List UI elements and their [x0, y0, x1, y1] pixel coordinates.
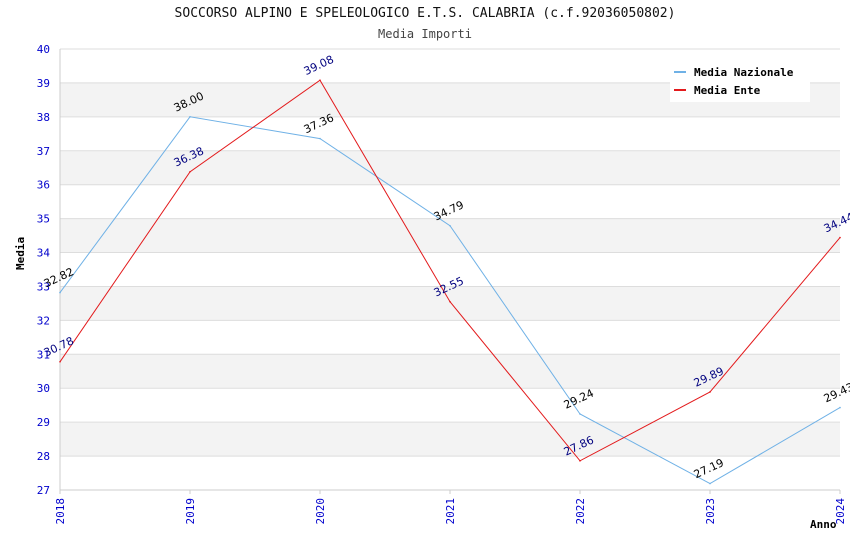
data-point	[839, 406, 841, 409]
y-tick-label: 36	[37, 179, 50, 192]
data-label: 39.08	[302, 53, 336, 78]
x-tick-label: 2021	[444, 498, 457, 525]
data-point	[579, 460, 581, 462]
y-axis-title: Media	[14, 236, 27, 270]
data-point	[449, 300, 451, 303]
y-tick-label: 34	[37, 247, 51, 260]
chart-title: SOCCORSO ALPINO E SPELEOLOGICO E.T.S. CA…	[174, 6, 676, 21]
y-tick-label: 29	[37, 416, 50, 429]
x-tick-label: 2024	[834, 498, 847, 525]
y-tick-label: 38	[37, 111, 50, 124]
x-axis-title: Anno	[810, 518, 837, 531]
y-tick-label: 28	[37, 450, 50, 463]
grid-band	[60, 150, 840, 185]
y-tick-label: 33	[37, 280, 50, 293]
y-tick-label: 32	[37, 314, 50, 327]
x-tick-label: 2019	[184, 498, 197, 525]
grid-band	[60, 422, 840, 457]
y-tick-label: 30	[37, 382, 50, 395]
y-tick-label: 31	[37, 348, 50, 361]
series-line-1	[59, 79, 841, 462]
y-tick-label: 35	[37, 213, 50, 226]
y-tick-label: 40	[37, 43, 50, 56]
data-point	[579, 413, 581, 415]
y-tick-label: 27	[37, 484, 50, 497]
data-point	[319, 137, 321, 140]
y-tick-label: 37	[37, 145, 50, 158]
legend-swatch-media-nazionale	[674, 71, 686, 73]
legend-label-media-ente: Media Ente	[694, 83, 761, 97]
chart-subtitle: Media Importi	[378, 27, 472, 41]
x-tick-label: 2018	[54, 498, 67, 525]
legend-item-media-ente: Media Ente	[674, 82, 760, 98]
data-point	[319, 79, 321, 82]
data-label: 29.24	[562, 387, 596, 412]
x-tick-label: 2023	[704, 498, 717, 525]
legend-item-media-nazionale: Media Nazionale	[674, 64, 793, 80]
x-tick-label: 2020	[314, 498, 327, 525]
grid-band	[60, 286, 840, 321]
grid-band	[60, 354, 840, 389]
data-point	[709, 391, 711, 393]
legend-swatch-media-ente	[674, 89, 686, 91]
grid-band	[60, 218, 840, 253]
data-point	[839, 236, 841, 239]
data-point	[709, 482, 711, 485]
data-point	[189, 116, 191, 118]
data-point	[189, 171, 191, 173]
data-point	[59, 360, 61, 363]
y-tick-label: 39	[37, 77, 50, 90]
data-point	[59, 291, 61, 294]
data-point	[449, 224, 451, 227]
legend-label-media-nazionale: Media Nazionale	[694, 65, 794, 79]
legend: Media Nazionale Media Ente	[670, 60, 810, 102]
x-tick-label: 2022	[574, 498, 587, 525]
